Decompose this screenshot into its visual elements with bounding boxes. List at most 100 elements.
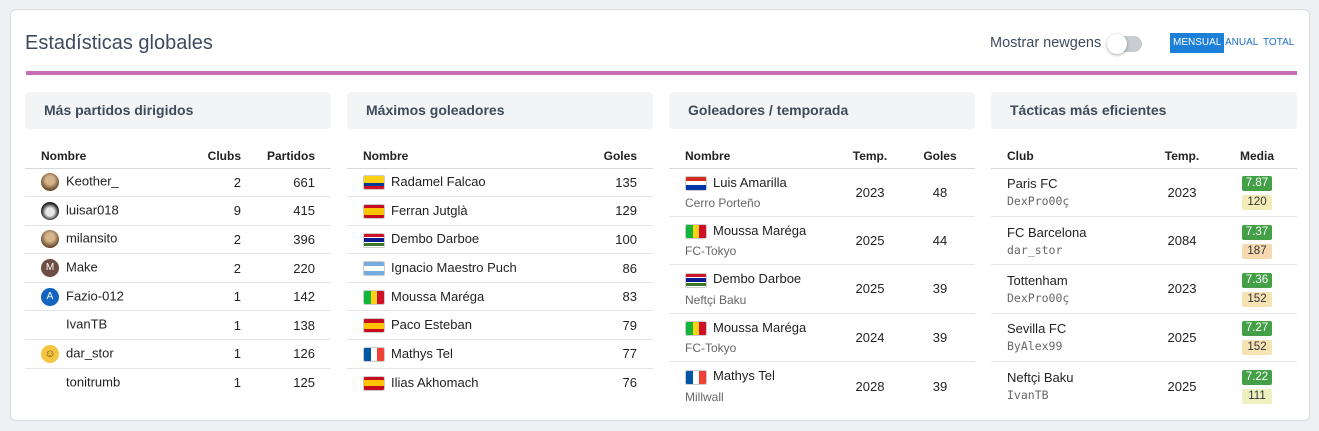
club-name[interactable]: FC Barcelona xyxy=(1007,224,1087,240)
player-cell[interactable]: Mathys Tel Millwall xyxy=(669,362,835,410)
col-matches[interactable]: Partidos xyxy=(241,145,331,169)
period-monthly-button[interactable]: MENSUAL xyxy=(1170,33,1225,53)
table-row[interactable]: milansito 2 396 xyxy=(25,225,331,255)
player-name-cell[interactable]: Moussa Maréga xyxy=(347,282,573,312)
player-name[interactable]: Radamel Falcao xyxy=(391,174,486,190)
table-row[interactable]: Moussa Maréga FC-Tokyo 2025 44 xyxy=(669,216,975,266)
manager-name[interactable]: tonitrumb xyxy=(66,374,121,390)
player-name-cell[interactable]: Ignacio Maestro Puch xyxy=(347,253,573,283)
tactic-user[interactable]: ByAlex99 xyxy=(1007,339,1063,354)
club-name[interactable]: Tottenham xyxy=(1007,272,1068,288)
period-total-button[interactable]: TOTAL xyxy=(1263,37,1295,48)
table-row[interactable]: Dembo Darboe 100 xyxy=(347,225,653,255)
player-cell[interactable]: Dembo Darboe Neftçi Baku xyxy=(669,264,835,314)
table-row[interactable]: Neftçi Baku IvanTB 2025 7.22 111 xyxy=(991,362,1297,410)
table-row[interactable]: Radamel Falcao 135 xyxy=(347,168,653,198)
player-name[interactable]: Moussa Maréga xyxy=(713,319,807,335)
club-cell[interactable]: Sevilla FC ByAlex99 xyxy=(991,313,1147,363)
club-name[interactable]: Neftçi Baku xyxy=(1007,370,1074,385)
player-name-cell[interactable]: Dembo Darboe xyxy=(347,225,573,255)
table-row[interactable]: Keother_ 2 661 xyxy=(25,168,331,198)
player-name[interactable]: Ilias Akhomach xyxy=(391,374,479,390)
manager-name[interactable]: luisar018 xyxy=(66,202,119,218)
table-row[interactable]: Moussa Maréga 83 xyxy=(347,282,653,312)
player-cell[interactable]: Moussa Maréga FC-Tokyo xyxy=(669,216,835,266)
table-row[interactable]: Dembo Darboe Neftçi Baku 2025 39 xyxy=(669,264,975,314)
table-row[interactable]: Sevilla FC ByAlex99 2025 7.27 152 xyxy=(991,313,1297,363)
manager-name-cell[interactable]: milansito xyxy=(25,225,181,255)
table-row[interactable]: Ignacio Maestro Puch 86 xyxy=(347,253,653,283)
manager-name[interactable]: Fazio-012 xyxy=(66,288,124,304)
player-name[interactable]: Ignacio Maestro Puch xyxy=(391,260,517,276)
club-cell[interactable]: Tottenham DexPro00ç xyxy=(991,264,1147,314)
player-name[interactable]: Dembo Darboe xyxy=(713,271,802,287)
club-cell[interactable]: Paris FC DexPro00ç xyxy=(991,168,1147,217)
manager-name-cell[interactable]: tonitrumb xyxy=(25,368,181,397)
table-row[interactable]: Paco Esteban 79 xyxy=(347,310,653,341)
manager-name-cell[interactable]: luisar018 xyxy=(25,196,181,226)
manager-name[interactable]: Make xyxy=(66,259,98,275)
manager-name-cell[interactable]: ☺ dar_stor xyxy=(25,339,181,369)
player-name[interactable]: Mathys Tel xyxy=(391,345,453,361)
player-name[interactable]: Moussa Maréga xyxy=(391,288,485,304)
manager-name[interactable]: Keother_ xyxy=(66,173,119,189)
player-name[interactable]: Mathys Tel xyxy=(713,368,775,384)
manager-name[interactable]: dar_stor xyxy=(66,345,114,361)
table-row[interactable]: Ferran Jutglà 129 xyxy=(347,196,653,226)
col-name[interactable]: Nombre xyxy=(347,145,573,169)
club-cell[interactable]: FC Barcelona dar_stor xyxy=(991,216,1147,266)
table-row[interactable]: M Make 2 220 xyxy=(25,253,331,283)
manager-name[interactable]: milansito xyxy=(66,230,118,246)
newgens-toggle[interactable] xyxy=(1107,34,1142,54)
col-season[interactable]: Temp. xyxy=(1147,145,1217,169)
player-cell[interactable]: Moussa Maréga FC-Tokyo xyxy=(669,313,835,363)
col-goals[interactable]: Goles xyxy=(905,145,975,169)
club-cell[interactable]: Neftçi Baku IvanTB xyxy=(991,362,1147,410)
manager-name-cell[interactable]: M Make xyxy=(25,253,181,283)
table-row[interactable]: A Fazio-012 1 142 xyxy=(25,282,331,312)
manager-name-cell[interactable]: Keother_ xyxy=(25,168,181,198)
table-row[interactable]: Luis Amarilla Cerro Porteño 2023 48 xyxy=(669,168,975,217)
col-rating[interactable]: Media xyxy=(1217,145,1297,169)
player-name[interactable]: Paco Esteban xyxy=(391,317,472,333)
club-name[interactable]: Paris FC xyxy=(1007,176,1058,192)
player-name[interactable]: Ferran Jutglà xyxy=(391,202,468,218)
tactic-user[interactable]: DexPro00ç xyxy=(1007,194,1070,209)
player-name[interactable]: Luis Amarilla xyxy=(713,174,787,190)
table-row[interactable]: Mathys Tel Millwall 2028 39 xyxy=(669,362,975,410)
table-row[interactable]: Tottenham DexPro00ç 2023 7.36 152 xyxy=(991,264,1297,314)
tactic-user[interactable]: IvanTB xyxy=(1007,388,1049,402)
col-name[interactable]: Nombre xyxy=(669,145,835,169)
player-cell[interactable]: Luis Amarilla Cerro Porteño xyxy=(669,168,835,217)
player-name-cell[interactable]: Mathys Tel xyxy=(347,339,573,369)
col-name[interactable]: Nombre xyxy=(25,145,181,169)
player-name-cell[interactable]: Paco Esteban xyxy=(347,310,573,341)
player-name-cell[interactable]: Ilias Akhomach xyxy=(347,368,573,397)
table-row[interactable]: luisar018 9 415 xyxy=(25,196,331,226)
club-name[interactable]: Sevilla FC xyxy=(1007,321,1067,337)
player-name-cell[interactable]: Ferran Jutglà xyxy=(347,196,573,226)
manager-name-cell[interactable]: A Fazio-012 xyxy=(25,282,181,312)
player-name[interactable]: Moussa Maréga xyxy=(713,223,807,239)
player-name-cell[interactable]: Radamel Falcao xyxy=(347,168,573,198)
table-row[interactable]: FC Barcelona dar_stor 2084 7.37 187 xyxy=(991,216,1297,266)
avatar xyxy=(41,230,59,249)
manager-name-cell[interactable]: IvanTB xyxy=(25,310,181,341)
player-name[interactable]: Dembo Darboe xyxy=(391,231,480,247)
tactic-user[interactable]: DexPro00ç xyxy=(1007,290,1070,305)
period-annual-button[interactable]: ANUAL xyxy=(1225,37,1259,48)
col-clubs[interactable]: Clubs xyxy=(181,145,241,169)
col-goals[interactable]: Goles xyxy=(573,145,653,169)
toggle-knob[interactable] xyxy=(1107,34,1127,54)
manager-name[interactable]: IvanTB xyxy=(66,316,108,332)
tactic-user[interactable]: dar_stor xyxy=(1007,242,1063,257)
table-row[interactable]: Paris FC DexPro00ç 2023 7.87 120 xyxy=(991,168,1297,217)
table-row[interactable]: tonitrumb 1 125 xyxy=(25,368,331,397)
col-season[interactable]: Temp. xyxy=(835,145,905,169)
col-club[interactable]: Club xyxy=(991,145,1147,169)
table-row[interactable]: Mathys Tel 77 xyxy=(347,339,653,369)
table-row[interactable]: ☺ dar_stor 1 126 xyxy=(25,339,331,369)
table-row[interactable]: IvanTB 1 138 xyxy=(25,310,331,341)
table-row[interactable]: Ilias Akhomach 76 xyxy=(347,368,653,397)
table-row[interactable]: Moussa Maréga FC-Tokyo 2024 39 xyxy=(669,313,975,363)
